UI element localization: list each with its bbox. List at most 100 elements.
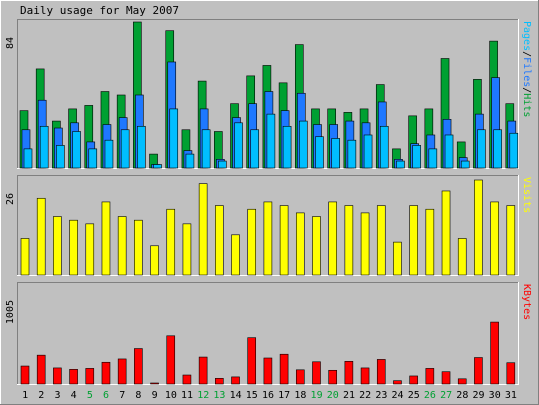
kbytes-bar-day-4: [69, 369, 78, 385]
chart-title: Daily usage for May 2007: [20, 4, 179, 17]
day-label-6: 6: [103, 390, 109, 401]
pages-bar-day-13: [218, 160, 227, 169]
pages-bar-day-8: [137, 125, 146, 169]
visits-bar-day-10: [166, 208, 176, 276]
kbytes-bar-day-3: [53, 367, 62, 385]
visits-bar-day-19: [312, 216, 321, 276]
day-label-15: 15: [246, 390, 258, 401]
pages-bar-day-4: [72, 131, 81, 169]
pages-bar-day-28: [460, 160, 470, 169]
hits-series-label: Pages/Files/Hits: [521, 21, 532, 117]
kbytes-series-label: KBytes: [521, 284, 532, 320]
kbytes-bar-day-11: [182, 374, 192, 385]
day-label-3: 3: [54, 390, 60, 401]
hits-series-label-part-3: /: [521, 87, 532, 93]
visits-bar-day-23: [376, 205, 386, 276]
day-label-20: 20: [327, 390, 339, 401]
kbytes-bar-day-31: [506, 362, 516, 385]
visits-bar-day-29: [474, 179, 483, 276]
pages-bar-day-16: [266, 113, 276, 169]
day-label-8: 8: [135, 390, 141, 401]
pages-bar-day-31: [509, 132, 519, 169]
pages-bar-day-11: [185, 153, 195, 169]
pages-bar-day-19: [315, 136, 324, 169]
kbytes-bar-day-9: [150, 382, 159, 385]
pages-bar-day-6: [104, 139, 114, 169]
visits-bar-day-12: [198, 183, 208, 276]
kbytes-bar-day-22: [360, 367, 370, 385]
day-label-29: 29: [472, 390, 484, 401]
pages-bar-day-24: [396, 160, 405, 169]
visits-bar-day-13: [215, 205, 224, 276]
day-label-28: 28: [456, 390, 468, 401]
day-label-24: 24: [392, 390, 404, 401]
pages-bar-day-10: [169, 108, 179, 169]
kbytes-bar-day-28: [457, 378, 467, 385]
pages-bar-day-25: [412, 145, 421, 169]
pages-bar-day-14: [234, 122, 243, 169]
day-label-18: 18: [294, 390, 306, 401]
pages-bar-day-2: [39, 125, 49, 169]
kbytes-bar-day-5: [85, 368, 95, 385]
visits-bar-day-27: [441, 190, 451, 276]
visits-bar-day-16: [263, 201, 273, 276]
day-label-19: 19: [311, 390, 323, 401]
hits-series-label-part-2: Files: [521, 57, 532, 87]
pages-bar-day-23: [379, 125, 389, 169]
kbytes-bar-day-10: [166, 335, 176, 385]
pages-bar-day-26: [428, 148, 438, 169]
kbytes-bar-day-20: [328, 369, 337, 385]
visits-bar-day-7: [117, 216, 127, 276]
kbytes-bar-day-12: [198, 356, 208, 385]
day-label-16: 16: [262, 390, 274, 401]
day-label-14: 14: [230, 390, 242, 401]
pages-bar-day-18: [298, 120, 308, 169]
visits-bar-day-18: [295, 212, 305, 276]
day-label-7: 7: [119, 390, 125, 401]
kbytes-bar-day-8: [134, 348, 143, 385]
visits-bar-day-9: [150, 245, 159, 276]
pages-bar-day-9: [153, 164, 162, 169]
visits-bar-day-24: [393, 241, 402, 276]
kbytes-bar-day-23: [376, 359, 386, 385]
kbytes-bar-day-1: [20, 365, 30, 385]
kbytes-bar-day-25: [409, 375, 418, 385]
day-label-27: 27: [440, 390, 452, 401]
pages-bar-day-21: [347, 139, 357, 169]
pages-bar-day-3: [56, 145, 65, 169]
day-label-10: 10: [165, 390, 177, 401]
hits-series-label-part-0: Pages: [521, 21, 532, 51]
day-axis-labels: 1 2 3 4 5 6 7 8 9 10 11 12 13 14 15 16 17 18 19 20 21 22 23 24 2…: [22, 390, 517, 401]
pages-bar-day-17: [282, 125, 292, 169]
kbytes-ymax-label: 1005: [5, 300, 16, 324]
visits-bar-day-25: [409, 205, 418, 276]
pages-bar-day-15: [250, 129, 260, 169]
hits-series-label-part-1: /: [521, 51, 532, 57]
kbytes-bar-day-2: [36, 354, 46, 385]
hits-series-label-part-4: Hits: [521, 93, 532, 117]
day-label-4: 4: [71, 390, 77, 401]
kbytes-bar-day-16: [263, 357, 273, 385]
kbytes-series-label-part-0: KBytes: [521, 284, 532, 320]
day-label-30: 30: [489, 390, 501, 401]
pages-bar-day-7: [120, 129, 130, 169]
kbytes-bar-day-29: [474, 357, 483, 385]
pages-bar-day-12: [201, 129, 211, 169]
kbytes-bar-day-30: [490, 321, 499, 385]
kbytes-bar-day-13: [215, 378, 224, 385]
visits-bar-day-15: [247, 208, 257, 276]
visits-bar-day-20: [328, 201, 337, 276]
visits-bar-day-4: [69, 219, 78, 276]
pages-bar-day-30: [493, 129, 502, 169]
visits-bar-day-2: [36, 197, 46, 276]
visits-bar-day-1: [20, 238, 30, 276]
kbytes-bar-day-27: [441, 371, 451, 385]
visits-bar-day-31: [506, 205, 516, 276]
kbytes-bar-day-24: [393, 380, 402, 385]
pages-bar-day-1: [23, 148, 33, 169]
visits-bar-day-28: [457, 238, 467, 276]
visits-bar-day-11: [182, 223, 192, 276]
pages-bar-day-22: [363, 134, 373, 169]
visits-bar-day-8: [134, 219, 143, 276]
day-label-22: 22: [359, 390, 371, 401]
